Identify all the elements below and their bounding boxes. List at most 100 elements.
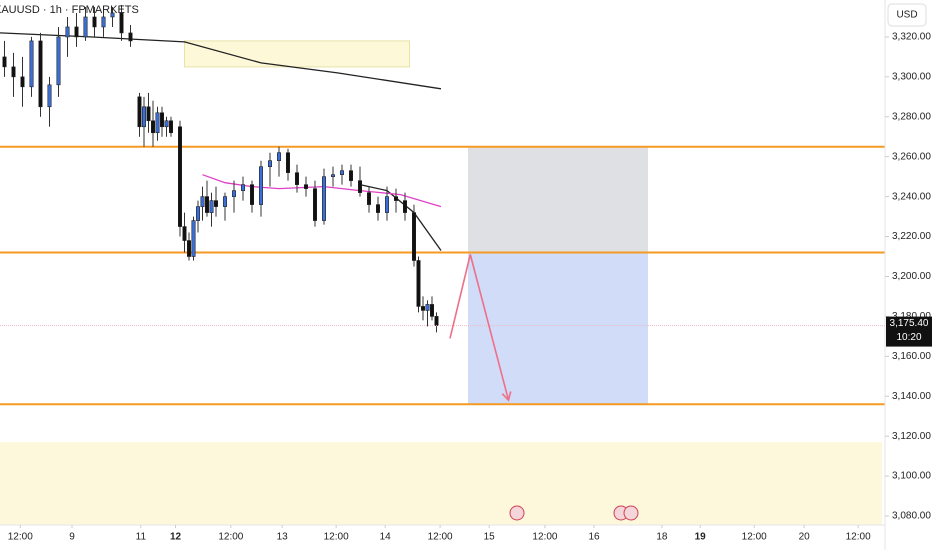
plot bbox=[0, 4, 885, 525]
y-tick-label: 3,180.00 bbox=[892, 311, 931, 322]
x-tick-label: 12:00 bbox=[324, 532, 349, 543]
candle-body bbox=[420, 306, 425, 311]
x-tick-label: 12:00 bbox=[846, 532, 871, 543]
x-tick-label: 12:00 bbox=[742, 532, 767, 543]
y-tick-label: 3,140.00 bbox=[892, 391, 931, 402]
candle-body bbox=[339, 170, 344, 175]
candle-body bbox=[56, 36, 61, 86]
currency-box[interactable] bbox=[887, 3, 927, 27]
x-tick-label: 16 bbox=[588, 532, 600, 543]
candle-body bbox=[191, 220, 196, 257]
candle-body bbox=[182, 226, 187, 241]
candle-body bbox=[169, 120, 174, 134]
candle-body bbox=[425, 304, 430, 311]
candle-body bbox=[232, 190, 237, 197]
x-tick-label: 19 bbox=[695, 532, 707, 543]
y-tick-label: 3,300.00 bbox=[892, 71, 931, 82]
x-tick-label: 12:00 bbox=[218, 532, 243, 543]
y-tick-label: 3,260.00 bbox=[892, 151, 931, 162]
last-price-label: 3,175.40 bbox=[890, 318, 929, 329]
candle-body bbox=[366, 192, 371, 205]
candle-body bbox=[402, 200, 407, 213]
candle-body bbox=[209, 200, 214, 213]
zone bbox=[0, 442, 882, 525]
candle-body bbox=[330, 174, 335, 177]
candle-body bbox=[384, 196, 389, 213]
candle-body bbox=[416, 260, 421, 307]
zone bbox=[184, 40, 410, 68]
candle-body bbox=[276, 152, 281, 161]
candle-body bbox=[38, 40, 43, 108]
x-tick-label: 14 bbox=[380, 532, 392, 543]
x-tick-label: 12:00 bbox=[428, 532, 453, 543]
candle-body bbox=[285, 152, 290, 173]
candle-body bbox=[393, 196, 398, 201]
candle-body bbox=[137, 96, 142, 128]
y-tick-label: 3,240.00 bbox=[892, 191, 931, 202]
candle-body bbox=[119, 12, 124, 34]
candle-body bbox=[128, 32, 133, 42]
x-tick-label: 12:00 bbox=[8, 532, 33, 543]
candle-body bbox=[155, 112, 160, 134]
candle-body bbox=[142, 106, 147, 128]
y-tick-label: 3,080.00 bbox=[892, 511, 931, 522]
x-tick-label: 12 bbox=[170, 532, 182, 543]
candle-body bbox=[187, 240, 192, 257]
candle-body bbox=[29, 40, 34, 88]
x-tick-label: 12:00 bbox=[532, 532, 557, 543]
candle-body bbox=[258, 166, 263, 205]
x-tick-label: 20 bbox=[799, 532, 811, 543]
x-tick-label: 9 bbox=[69, 532, 75, 543]
arrow-head bbox=[501, 391, 512, 402]
candle-body bbox=[434, 316, 439, 326]
x-tick-label: 18 bbox=[656, 532, 668, 543]
event-icon[interactable] bbox=[623, 505, 639, 521]
candle-body bbox=[348, 170, 353, 181]
countdown: 10:20 bbox=[896, 332, 921, 343]
candle-body bbox=[196, 206, 201, 221]
candle-body bbox=[205, 196, 210, 213]
candle-body bbox=[47, 84, 52, 108]
candle-body bbox=[178, 126, 183, 227]
candle-body bbox=[267, 160, 272, 167]
candle-body bbox=[110, 12, 115, 18]
candle-body bbox=[429, 304, 434, 317]
candle-body bbox=[214, 200, 219, 207]
event-icons bbox=[509, 505, 639, 521]
last-price-box bbox=[886, 316, 932, 347]
candle-body bbox=[164, 120, 169, 128]
candle-body bbox=[303, 184, 308, 189]
candle-body bbox=[294, 172, 299, 185]
y-tick-label: 3,100.00 bbox=[892, 471, 931, 482]
zone bbox=[468, 252, 648, 405]
candle-body bbox=[223, 196, 228, 207]
zone bbox=[468, 146, 648, 253]
candle-body bbox=[11, 66, 16, 78]
candle-body bbox=[411, 212, 416, 261]
x-tick-label: 11 bbox=[136, 532, 147, 543]
y-tick-label: 3,200.00 bbox=[892, 271, 931, 282]
candle-body bbox=[146, 106, 151, 122]
candle-body bbox=[74, 26, 79, 38]
x-tick-label: 15 bbox=[484, 532, 496, 543]
candle-body bbox=[312, 188, 317, 221]
y-tick-label: 3,120.00 bbox=[892, 431, 931, 442]
candle-body bbox=[375, 204, 380, 213]
chart-title: XAUUSD · 1h · FPMARKETS bbox=[0, 4, 139, 16]
candle-body bbox=[101, 16, 106, 28]
candle-body bbox=[321, 176, 326, 221]
candle-body bbox=[92, 16, 97, 28]
y-tick-label: 3,320.00 bbox=[892, 32, 931, 43]
y-tick-label: 3,220.00 bbox=[892, 231, 931, 242]
y-tick-label: 3,160.00 bbox=[892, 351, 931, 362]
y-tick-label: 3,280.00 bbox=[892, 111, 931, 122]
event-icon[interactable] bbox=[509, 505, 525, 521]
candle-body bbox=[250, 184, 255, 205]
projection-arrow bbox=[449, 254, 510, 401]
candle-body bbox=[2, 56, 7, 68]
candle-body bbox=[151, 120, 156, 134]
candle-body bbox=[160, 112, 165, 128]
candle-body bbox=[65, 26, 70, 38]
